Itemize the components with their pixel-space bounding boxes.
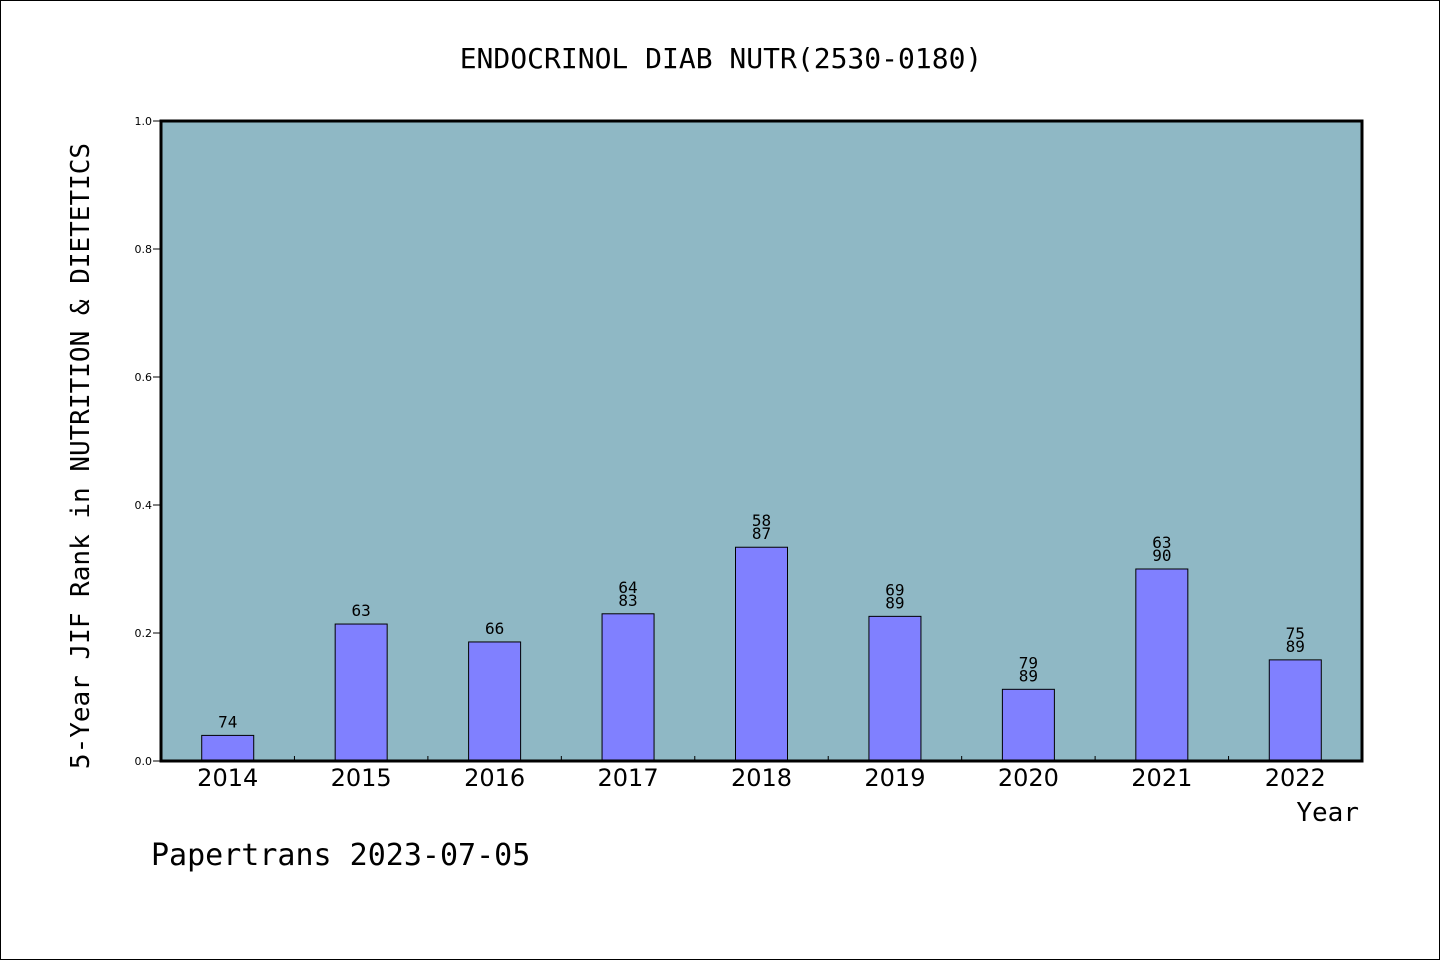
bar-2018 xyxy=(735,546,788,762)
bar-2019 xyxy=(868,615,922,762)
bar-2014 xyxy=(201,734,255,762)
bar-label-2021-2: 90 xyxy=(1152,546,1171,565)
bar-2016 xyxy=(468,641,522,762)
bar-label-2014-1: 74 xyxy=(218,712,237,731)
bar-label-2019-2: 89 xyxy=(885,593,904,612)
bar-label-2016-1: 66 xyxy=(485,619,504,638)
bar-label-2022-2: 89 xyxy=(1286,637,1305,656)
bar-label-2017-2: 83 xyxy=(618,591,637,610)
x-tick-label-2022: 2022 xyxy=(1265,764,1326,792)
x-tick-label-2016: 2016 xyxy=(464,764,525,792)
bar-label-2015-1: 63 xyxy=(352,601,371,620)
x-tick-label-2019: 2019 xyxy=(864,764,925,792)
bar-2020 xyxy=(1001,688,1055,762)
y-tick-label-0: 0.0 xyxy=(135,755,153,768)
y-tick-label-5: 1.0 xyxy=(135,115,153,128)
bar-2022 xyxy=(1268,659,1322,762)
x-tick-label-2014: 2014 xyxy=(197,764,258,792)
bar-2017 xyxy=(601,613,655,762)
plot-border xyxy=(159,119,1364,763)
x-axis: 2014 2015 2016 2017 2018 2019 2020 2021 2022 xyxy=(197,756,1326,792)
y-tick-label-4: 0.8 xyxy=(135,243,153,256)
bar-label-2018-1: 58 xyxy=(752,511,771,530)
x-tick-label-2018: 2018 xyxy=(731,764,792,792)
bar-2015 xyxy=(334,623,388,762)
bar-label-2021-1: 63 xyxy=(1152,533,1171,552)
bar-label-2017-1: 64 xyxy=(618,578,637,597)
footer-credit: Papertrans 2023-07-05 xyxy=(151,838,530,873)
bars-layer xyxy=(201,546,1322,762)
y-tick-label-2: 0.4 xyxy=(135,499,153,512)
bar-label-2020-1: 79 xyxy=(1019,653,1038,672)
y-axis: 0.0 0.2 0.4 0.6 0.8 1.0 xyxy=(135,115,161,768)
x-tick-label-2017: 2017 xyxy=(598,764,659,792)
x-tick-label-2015: 2015 xyxy=(331,764,392,792)
x-axis-label: Year xyxy=(1296,798,1359,828)
x-tick-label-2021: 2021 xyxy=(1131,764,1192,792)
bar-label-2019-1: 69 xyxy=(885,580,904,599)
bar-label-2018-2: 87 xyxy=(752,524,771,543)
x-tick-label-2020: 2020 xyxy=(998,764,1059,792)
y-tick-label-3: 0.6 xyxy=(135,371,153,384)
bar-label-2022-1: 75 xyxy=(1286,624,1305,643)
y-axis-label: 5-Year JIF Rank in NUTRITION & DIETETICS xyxy=(66,143,96,769)
bar-2021 xyxy=(1135,568,1189,762)
chart-title: ENDOCRINOL DIAB NUTR(2530-0180) xyxy=(460,42,983,75)
y-tick-label-1: 0.2 xyxy=(135,627,153,640)
bar-label-2020-2: 89 xyxy=(1019,666,1038,685)
